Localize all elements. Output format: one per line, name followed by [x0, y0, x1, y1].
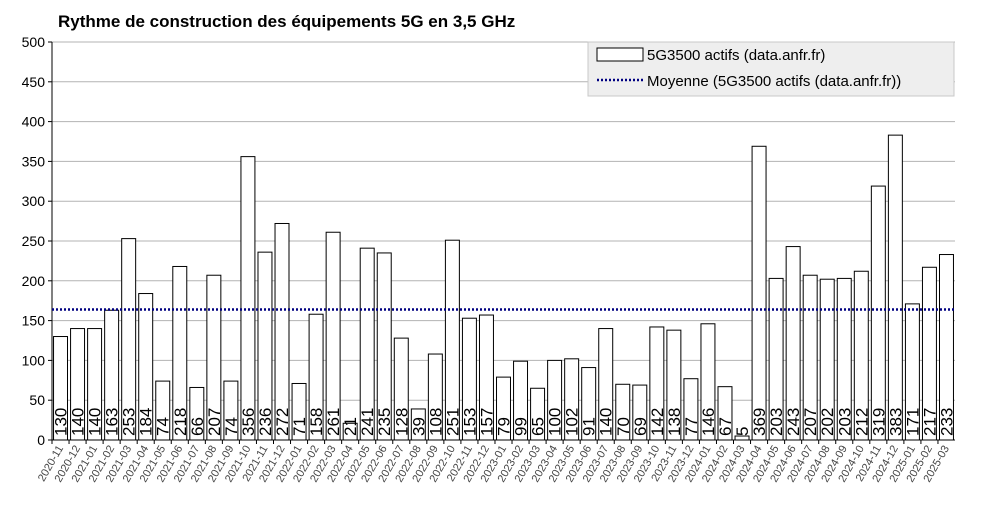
data-label: 261: [324, 408, 343, 436]
data-label: 21: [341, 417, 360, 436]
legend-box: [587, 41, 955, 97]
legend: 5G3500 actifs (data.anfr.fr) Moyenne (5G…: [587, 41, 955, 97]
y-tick-label: 200: [22, 273, 46, 289]
data-label: 356: [239, 408, 258, 436]
data-label: 319: [869, 408, 888, 436]
data-label: 140: [597, 408, 616, 436]
data-label: 100: [546, 408, 565, 436]
data-label: 212: [852, 408, 871, 436]
y-tick-label: 500: [22, 34, 46, 50]
data-label: 66: [188, 417, 207, 436]
data-label: 71: [290, 417, 309, 436]
y-axis-ticks: 0 50 100 150 200 250 300 350 400 450 500: [22, 34, 52, 448]
data-labels: 1301401401632531847421866207743562362727…: [52, 408, 957, 436]
y-tick-label: 300: [22, 193, 46, 209]
y-tick-label: 100: [22, 352, 46, 368]
data-label: 74: [222, 417, 241, 436]
data-label: 65: [529, 417, 548, 436]
data-label: 184: [137, 408, 156, 436]
legend-label-bars: 5G3500 actifs (data.anfr.fr): [647, 47, 825, 64]
legend-swatch-bars: [596, 47, 644, 62]
data-label: 202: [818, 408, 837, 436]
y-tick-label: 400: [22, 114, 46, 130]
data-label: 272: [273, 408, 292, 436]
data-label: 233: [937, 408, 956, 436]
data-label: 99: [512, 417, 531, 436]
data-label: 203: [767, 408, 786, 436]
y-tick-label: 150: [22, 313, 46, 329]
data-label: 138: [665, 408, 684, 436]
data-label: 108: [426, 408, 445, 436]
data-label: 251: [443, 408, 462, 436]
y-tick-label: 0: [37, 432, 45, 448]
data-label: 77: [682, 417, 701, 436]
data-label: 153: [460, 408, 479, 436]
data-label: 369: [750, 408, 769, 436]
bar: [240, 156, 256, 441]
axes: [51, 42, 955, 441]
y-tick-label: 350: [22, 153, 46, 169]
data-label: 74: [154, 417, 173, 436]
data-label: 203: [835, 408, 854, 436]
bar: [751, 145, 767, 441]
data-label: 207: [801, 408, 820, 436]
data-label: 218: [171, 408, 190, 436]
data-label: 217: [920, 408, 939, 436]
data-label: 140: [86, 408, 105, 436]
data-label: 91: [580, 417, 599, 436]
data-label: 235: [375, 408, 394, 436]
data-label: 253: [120, 408, 139, 436]
data-label: 79: [495, 417, 514, 436]
data-label: 241: [358, 408, 377, 436]
y-tick-label: 450: [22, 74, 46, 90]
y-tick-label: 50: [29, 392, 45, 408]
data-label: 130: [52, 408, 71, 436]
data-label: 158: [307, 408, 326, 436]
data-label: 142: [648, 408, 667, 436]
data-label: 146: [699, 408, 718, 436]
data-label: 383: [886, 408, 905, 436]
y-tick-label: 250: [22, 233, 46, 249]
legend-label-average: Moyenne (5G3500 actifs (data.anfr.fr)): [647, 73, 901, 90]
data-label: 39: [409, 417, 428, 436]
bar: [274, 222, 290, 441]
bars: [53, 134, 954, 441]
bar: [870, 185, 886, 441]
data-label: 236: [256, 408, 275, 436]
data-label: 243: [784, 408, 803, 436]
data-label: 171: [903, 408, 922, 436]
data-label: 70: [614, 417, 633, 436]
data-label: 69: [631, 417, 650, 436]
data-label: 140: [69, 408, 88, 436]
chart-title: Rythme de construction des équipements 5…: [58, 12, 515, 31]
x-axis-ticks: 2020-112020-122021-012021-022021-032021-…: [36, 440, 952, 484]
data-label: 102: [563, 408, 582, 436]
data-label: 157: [477, 408, 496, 436]
data-label: 163: [103, 408, 122, 436]
data-label: 5: [733, 427, 752, 436]
data-label: 207: [205, 408, 224, 436]
data-label: 67: [716, 417, 735, 436]
bar: [887, 134, 903, 441]
data-label: 128: [392, 408, 411, 436]
